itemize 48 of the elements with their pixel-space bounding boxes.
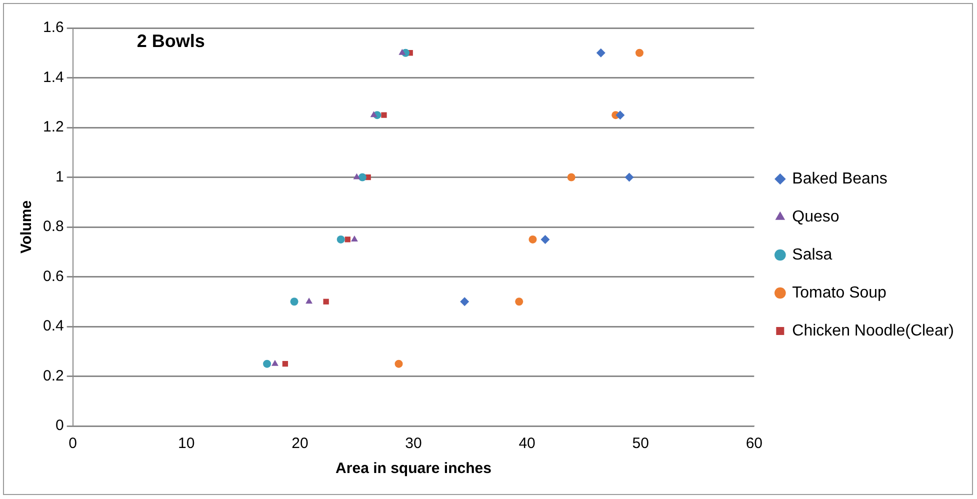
point <box>460 297 470 306</box>
x-axis-title: Area in square inches <box>336 460 492 478</box>
point <box>624 172 634 182</box>
y-tick-label: 0.4 <box>42 318 64 335</box>
point <box>306 298 312 304</box>
x-tick-label: 40 <box>518 435 536 452</box>
x-tick-label: 60 <box>746 435 762 452</box>
y-tick-label: 0.6 <box>42 268 64 285</box>
point <box>353 173 360 180</box>
point <box>323 298 329 304</box>
y-tick-label: 1.2 <box>42 118 64 136</box>
point <box>272 360 278 366</box>
y-axis-title: Volume <box>18 200 36 254</box>
x-tick-label: 10 <box>178 435 195 452</box>
chart-title: 2 Bowls <box>136 30 205 51</box>
legend-label: Salsa <box>792 246 832 264</box>
point <box>567 173 576 182</box>
point <box>344 236 350 242</box>
legend-label: Baked Beans <box>792 170 888 188</box>
legend-label: Chicken Noodle(Clear) <box>792 322 954 340</box>
x-tick-label: 0 <box>68 435 78 452</box>
point <box>358 173 366 182</box>
x-tick-label: 30 <box>405 435 422 452</box>
y-tick-label: 0 <box>56 417 64 434</box>
point <box>398 48 406 55</box>
point <box>528 235 537 244</box>
x-tick-label: 50 <box>632 435 649 452</box>
legend-label: Tomato Soup <box>792 284 887 302</box>
point <box>381 112 387 118</box>
point <box>596 48 606 58</box>
y-tick-label: 1.6 <box>42 19 64 36</box>
point <box>635 48 644 57</box>
x-tick-label: 20 <box>292 435 308 452</box>
point <box>290 298 298 306</box>
point <box>616 110 625 120</box>
point <box>263 360 272 368</box>
point <box>282 360 288 367</box>
y-tick-label: 0.2 <box>42 367 64 384</box>
point <box>350 235 358 242</box>
y-tick-label: 1 <box>56 168 64 186</box>
point <box>394 360 403 368</box>
legend-label: Queso <box>792 208 840 226</box>
point <box>370 111 378 118</box>
point <box>540 234 550 244</box>
point <box>336 235 345 244</box>
y-tick-label: 1.4 <box>42 68 64 86</box>
y-tick-label: 0.8 <box>42 218 64 236</box>
point <box>515 298 524 306</box>
